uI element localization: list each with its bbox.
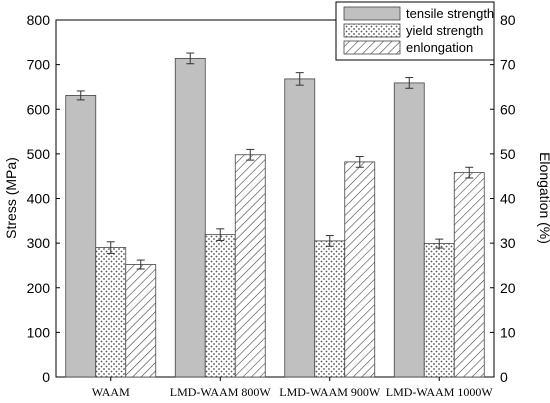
y-axis-title-right: Elongation (%) — [537, 152, 550, 244]
y-tick-label-left-700: 700 — [27, 57, 51, 73]
bar-yield-strength-lmd-waam-900w — [314, 240, 346, 378]
legend-label-yield-strength: yield strength — [406, 23, 483, 38]
legend-label-tensile-strength: tensile strength — [406, 6, 494, 21]
bar-tensile-strength-lmd-waam-1000w — [393, 82, 425, 378]
x-tick-label-waam: WAAM — [92, 385, 130, 399]
y-tick-label-left-500: 500 — [27, 146, 51, 162]
y-tick-label-right-50: 50 — [500, 146, 516, 162]
y-tick-label-right-30: 30 — [500, 235, 516, 251]
legend: tensile strength yield strength enlongat… — [335, 1, 495, 61]
y-tick-label-right-70: 70 — [500, 57, 516, 73]
bar-yield-strength-waam — [95, 247, 127, 378]
legend-label-enlongation: enlongation — [406, 40, 473, 55]
bar-enlongation-waam — [125, 264, 157, 378]
x-tick-label-lmd-waam-900w: LMD-WAAM 900W — [279, 385, 381, 399]
bar-enlongation-lmd-waam-1000w — [453, 172, 485, 378]
legend-swatch-enlongation — [343, 40, 401, 55]
y-tick-label-left-200: 200 — [27, 280, 51, 296]
legend-swatch-yield-strength — [343, 23, 401, 38]
y-axis-title-left: Stress (MPa) — [3, 157, 19, 239]
y-tick-label-right-10: 10 — [500, 324, 516, 340]
y-tick-label-left-300: 300 — [27, 235, 51, 251]
y-tick-label-right-20: 20 — [500, 280, 516, 296]
bar-tensile-strength-lmd-waam-800w — [174, 57, 206, 378]
bar-tensile-strength-waam — [65, 95, 97, 378]
bar-enlongation-lmd-waam-800w — [234, 154, 266, 378]
y-tick-label-right-60: 60 — [500, 101, 516, 117]
x-tick-label-lmd-waam-800w: LMD-WAAM 800W — [170, 385, 272, 399]
y-tick-label-left-600: 600 — [27, 101, 51, 117]
bar-enlongation-lmd-waam-900w — [344, 161, 376, 378]
y-tick-label-right-80: 80 — [500, 12, 516, 28]
y-tick-label-left-100: 100 — [27, 324, 51, 340]
bar-yield-strength-lmd-waam-800w — [204, 234, 236, 378]
chart-axes: WAAM LMD-WAAM 800W LMD-WAAM 900W LMD-WAAM 1… — [27, 12, 516, 399]
chart-marks — [65, 52, 485, 378]
x-tick-label-lmd-waam-1000w: LMD-WAAM 1000W — [386, 385, 494, 399]
y-tick-label-left-800: 800 — [27, 12, 51, 28]
bar-yield-strength-lmd-waam-1000w — [423, 243, 455, 378]
bar-tensile-strength-lmd-waam-900w — [284, 78, 316, 378]
y-tick-label-left-400: 400 — [27, 191, 51, 207]
legend-swatch-tensile-strength — [343, 6, 401, 21]
y-tick-label-right-0: 0 — [500, 369, 508, 385]
y-tick-label-right-40: 40 — [500, 191, 516, 207]
y-tick-label-left-0: 0 — [42, 369, 50, 385]
